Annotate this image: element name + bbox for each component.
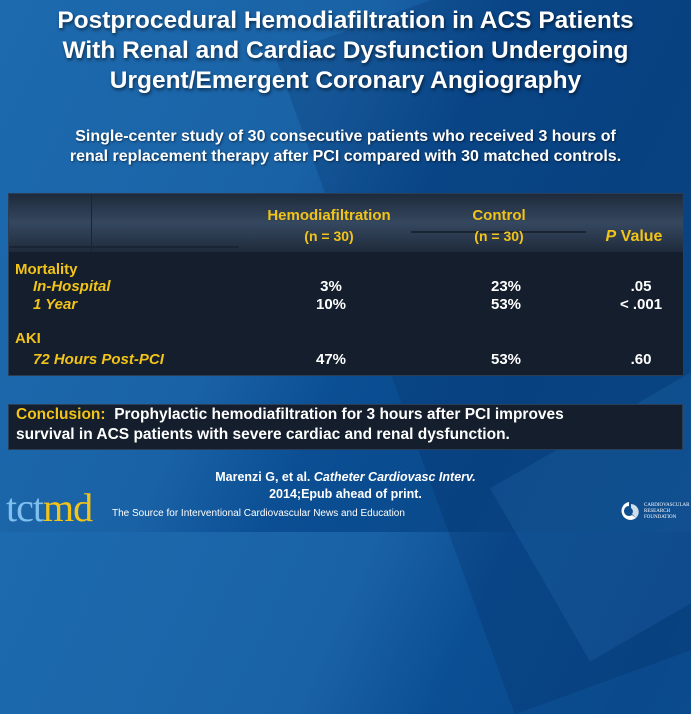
results-table: Hemodiafiltration (n = 30) Control (n = … — [8, 193, 684, 376]
column-header-control: Control (n = 30) — [472, 207, 526, 244]
crf-logo: CARDIOVASCULAR RESEARCH FOUNDATION — [618, 500, 690, 528]
conclusion-box: Conclusion: Prophylactic hemodiafiltrati… — [8, 404, 683, 450]
conclusion-label: Conclusion: — [16, 406, 106, 423]
table-header — [9, 194, 683, 252]
section-label-mortality: Mortality — [15, 261, 78, 278]
cell-control-1-year: 53% — [490, 296, 522, 313]
divider — [9, 246, 239, 248]
cell-p-in-hospital: .05 — [630, 278, 652, 295]
slide-subtitle: Single-center study of 30 consecutive pa… — [69, 128, 622, 165]
cell-hdf-aki: 47% — [315, 351, 347, 368]
tctmd-logo: tctmd — [6, 485, 93, 530]
crf-emblem-icon — [621, 502, 639, 520]
conclusion-text-2: survival in ACS patients with severe car… — [16, 426, 510, 443]
column-header-hemodiafiltration: Hemodiafiltration (n = 30) — [267, 207, 391, 244]
section-label-aki: AKI — [15, 330, 41, 347]
row-label-1-year: 1 Year — [33, 296, 78, 313]
cell-p-1-year: < .001 — [619, 296, 663, 313]
divider — [411, 231, 586, 233]
conclusion-text: Prophylactic hemodiafiltration for 3 hou… — [114, 406, 564, 423]
tagline: The Source for Interventional Cardiovasc… — [112, 508, 405, 519]
divider — [91, 194, 92, 252]
column-header-p-value: P Value — [605, 228, 663, 245]
cell-hdf-1-year: 10% — [315, 296, 347, 313]
cell-control-in-hospital: 23% — [490, 278, 522, 295]
row-label-in-hospital: In-Hospital — [33, 278, 111, 295]
cell-p-aki: .60 — [630, 351, 652, 368]
cell-control-aki: 53% — [490, 351, 522, 368]
crf-text: CARDIOVASCULAR RESEARCH FOUNDATION — [644, 503, 690, 520]
slide-title: Postprocedural Hemodiafiltration in ACS … — [57, 7, 634, 94]
citation: Marenzi G, et al. Catheter Cardiovasc In… — [215, 470, 476, 501]
cell-hdf-in-hospital: 3% — [320, 278, 342, 295]
row-label-72-hours: 72 Hours Post-PCI — [33, 351, 164, 368]
